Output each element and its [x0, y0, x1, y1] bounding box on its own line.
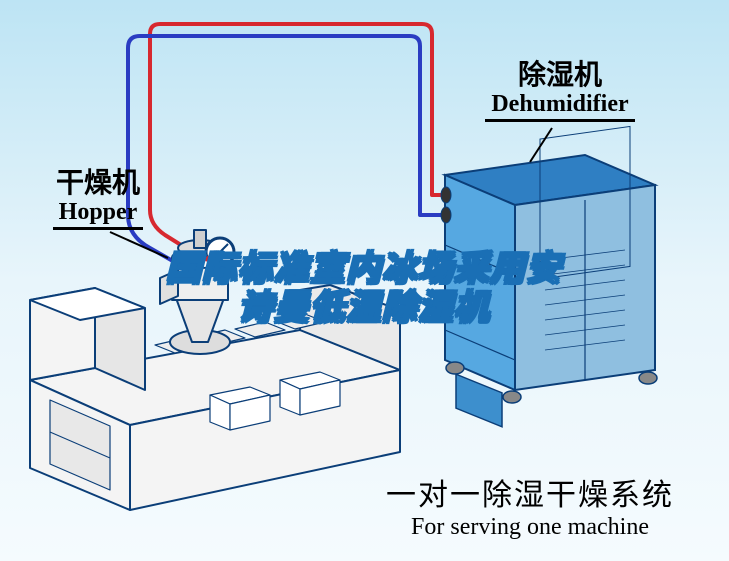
- dehumidifier-label-cn: 除湿机: [450, 60, 670, 91]
- leader-dehumidifier: [530, 128, 552, 162]
- system-label: 一对一除湿干燥系统 For serving one machine: [350, 470, 710, 541]
- system-label-cn: 一对一除湿干燥系统: [350, 470, 710, 514]
- hopper-label: 干燥机 Hopper: [28, 168, 168, 230]
- cold-pipe: [128, 36, 445, 272]
- hopper-label-cn: 干燥机: [28, 168, 168, 199]
- hot-pipe: [150, 24, 445, 260]
- headline-overlay: 国际标准室内冰场采用安 诗曼低温除湿机: [167, 250, 563, 328]
- headline-line2: 诗曼低温除湿机: [167, 289, 563, 328]
- dehumidifier-label-en: Dehumidifier: [485, 91, 634, 122]
- hopper-label-en: Hopper: [53, 199, 144, 230]
- system-label-en: For serving one machine: [350, 514, 710, 541]
- leader-hopper: [110, 232, 168, 258]
- headline-line1: 国际标准室内冰场采用安: [167, 250, 563, 289]
- dehumidifier-label: 除湿机 Dehumidifier: [450, 60, 670, 122]
